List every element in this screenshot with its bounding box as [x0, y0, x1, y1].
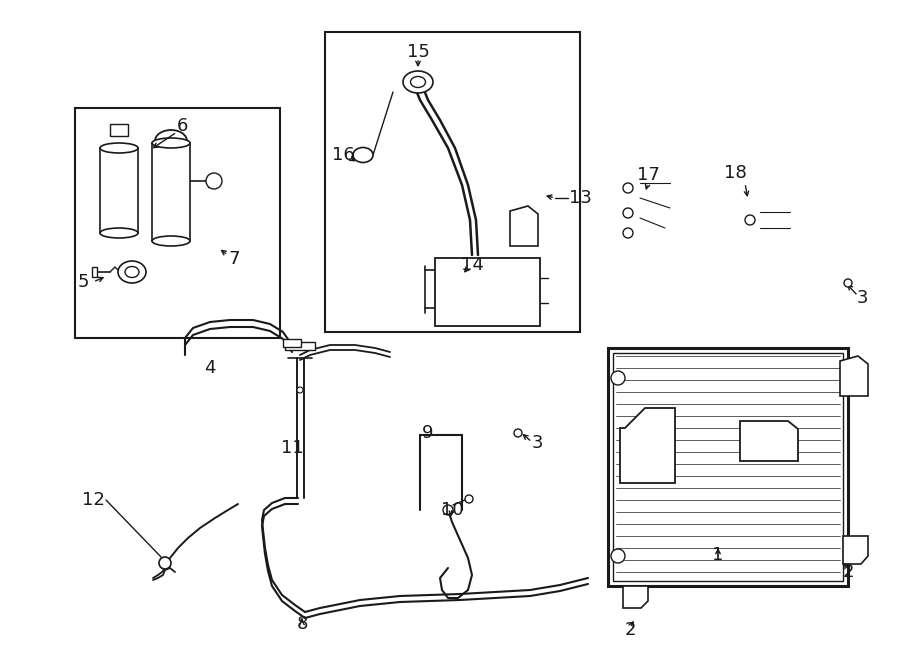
- Text: 3: 3: [856, 289, 868, 307]
- Ellipse shape: [410, 77, 426, 87]
- Circle shape: [623, 183, 633, 193]
- Text: 7: 7: [229, 250, 239, 268]
- Ellipse shape: [353, 147, 373, 163]
- Circle shape: [611, 549, 625, 563]
- Circle shape: [297, 387, 303, 393]
- Text: 8: 8: [296, 615, 308, 633]
- Polygon shape: [510, 206, 538, 246]
- Text: 14: 14: [461, 256, 483, 274]
- Circle shape: [206, 173, 222, 189]
- Bar: [608, 348, 848, 586]
- Circle shape: [514, 429, 522, 437]
- Text: 10: 10: [441, 501, 464, 519]
- Circle shape: [611, 371, 625, 385]
- Bar: [283, 339, 301, 347]
- Circle shape: [745, 215, 755, 225]
- Bar: [285, 342, 315, 350]
- Text: 16: 16: [331, 146, 355, 164]
- Ellipse shape: [125, 266, 139, 278]
- Text: 2: 2: [625, 621, 635, 639]
- Text: 4: 4: [204, 359, 216, 377]
- Text: 11: 11: [281, 439, 303, 457]
- Text: 12: 12: [82, 491, 104, 509]
- Ellipse shape: [118, 261, 146, 283]
- Bar: [75, 108, 280, 338]
- Polygon shape: [843, 536, 868, 564]
- Text: 13: 13: [569, 189, 591, 207]
- Ellipse shape: [100, 228, 138, 238]
- Polygon shape: [620, 408, 675, 483]
- Ellipse shape: [100, 143, 138, 153]
- Polygon shape: [840, 356, 868, 396]
- Text: 3: 3: [531, 434, 543, 452]
- Bar: [613, 353, 843, 581]
- Bar: [100, 148, 138, 233]
- Circle shape: [159, 557, 171, 569]
- Circle shape: [465, 495, 473, 503]
- Ellipse shape: [152, 236, 190, 246]
- Circle shape: [623, 208, 633, 218]
- Text: 18: 18: [724, 164, 746, 182]
- Bar: [92, 267, 97, 277]
- Text: 2: 2: [842, 563, 854, 581]
- Ellipse shape: [152, 138, 190, 148]
- Text: 5: 5: [77, 273, 89, 291]
- Bar: [110, 124, 128, 136]
- Text: 1: 1: [712, 546, 724, 564]
- Polygon shape: [740, 421, 798, 461]
- Bar: [435, 258, 540, 326]
- Circle shape: [623, 228, 633, 238]
- Text: 6: 6: [176, 117, 188, 135]
- Text: 9: 9: [422, 424, 434, 442]
- Text: 17: 17: [636, 166, 660, 184]
- Circle shape: [443, 505, 453, 515]
- Circle shape: [844, 279, 852, 287]
- Text: 15: 15: [407, 43, 429, 61]
- Bar: [325, 32, 580, 332]
- Polygon shape: [623, 586, 648, 608]
- Bar: [152, 143, 190, 241]
- Ellipse shape: [403, 71, 433, 93]
